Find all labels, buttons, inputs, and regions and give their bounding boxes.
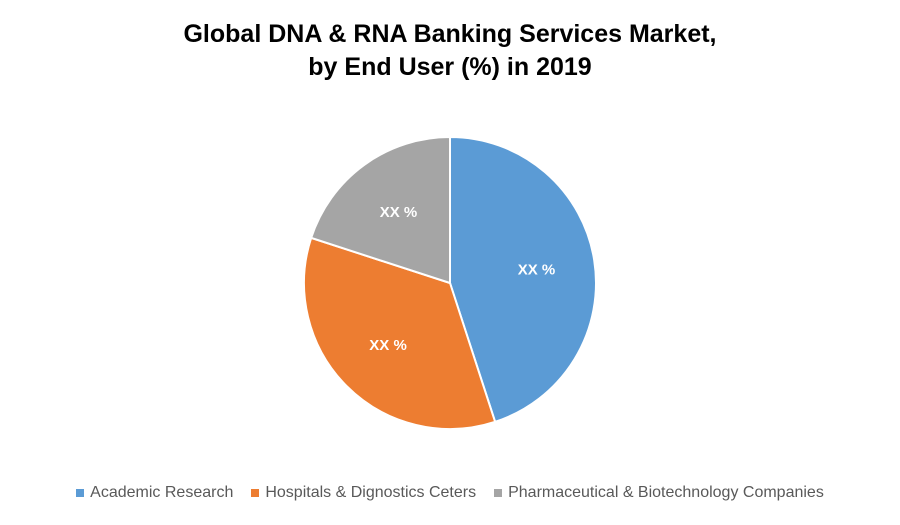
legend-item-2: Pharmaceutical & Biotechnology Companies <box>494 484 824 502</box>
legend-swatch <box>494 489 503 497</box>
legend-swatch <box>76 489 85 497</box>
legend: Academic Research Hospitals & Dignostics … <box>0 484 900 502</box>
pie-slice-0 <box>449 135 597 424</box>
data-label-2: XX % <box>380 204 418 221</box>
legend-item-1: Hospitals & Dignostics Ceters <box>251 484 476 502</box>
legend-label: Pharmaceutical & Biotechnology Companies <box>508 484 824 501</box>
chart-title-line-1: Global DNA & RNA Banking Services Market… <box>183 20 717 48</box>
pie-slice-2 <box>309 135 451 285</box>
data-label-1: XX % <box>369 337 407 354</box>
legend-label: Hospitals & Dignostics Ceters <box>265 484 477 501</box>
chart-title-line-2: by End User (%) in 2019 <box>308 53 592 81</box>
legend-swatch <box>251 489 260 497</box>
data-label-0: XX % <box>518 261 556 278</box>
legend-label: Academic Research <box>90 484 234 501</box>
chart-title: Global DNA & RNA Banking Services Market… <box>0 18 900 84</box>
legend-item-0: Academic Research <box>76 484 233 502</box>
pie-slice-1 <box>303 236 497 430</box>
